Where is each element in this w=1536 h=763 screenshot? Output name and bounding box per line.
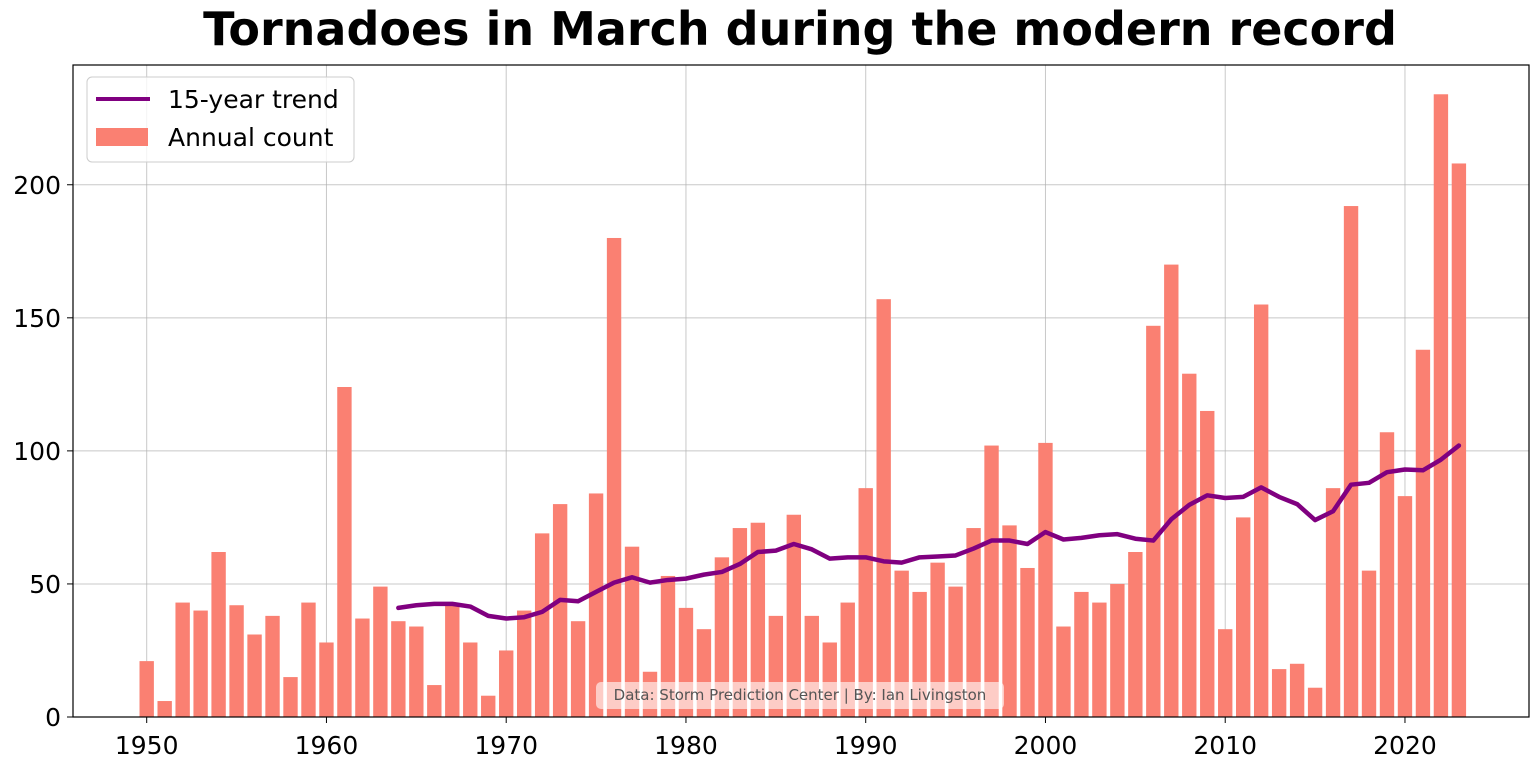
- y-tick-label-200: 200: [13, 171, 61, 200]
- bar-1975: [588, 493, 604, 717]
- y-tick-label-50: 50: [29, 570, 61, 599]
- bar-2016: [1325, 488, 1341, 717]
- bar-1994: [930, 562, 945, 717]
- bar-1997: [984, 445, 999, 717]
- bar-1973: [552, 504, 568, 717]
- bar-1957: [265, 615, 280, 717]
- bar-2014: [1289, 663, 1305, 717]
- bar-1962: [355, 618, 370, 717]
- bar-1954: [211, 552, 226, 717]
- x-tick-label-2020: 2020: [1373, 731, 1437, 760]
- bar-1952: [175, 602, 190, 717]
- bar-1966: [427, 685, 442, 717]
- bar-series: [139, 94, 1467, 718]
- bar-2020: [1397, 496, 1413, 717]
- bar-1977: [624, 546, 640, 717]
- bar-1990: [858, 488, 873, 717]
- bar-2002: [1074, 591, 1089, 717]
- bar-1965: [409, 626, 424, 717]
- bar-2003: [1092, 602, 1107, 717]
- bar-1979: [660, 575, 676, 717]
- bar-2022: [1433, 94, 1449, 718]
- legend-label-trend: 15-year trend: [168, 85, 339, 114]
- legend: 15-year trend Annual count: [86, 76, 355, 163]
- bar-1955: [229, 605, 244, 717]
- bar-1951: [157, 701, 172, 717]
- bar-2006: [1146, 325, 1161, 717]
- bar-1976: [606, 237, 622, 717]
- legend-box: [86, 76, 355, 163]
- bar-2005: [1128, 552, 1143, 717]
- bar-1982: [714, 557, 730, 717]
- bar-1986: [786, 514, 801, 717]
- x-tick-label-1950: 1950: [115, 731, 179, 760]
- y-axis-ticks: 0 50 100 150 200: [13, 171, 73, 732]
- bar-2012: [1253, 304, 1269, 717]
- y-tick-label-100: 100: [13, 437, 61, 466]
- bar-2008: [1182, 373, 1197, 717]
- bar-1963: [373, 586, 388, 717]
- trend-line: [396, 443, 1462, 621]
- bar-1983: [732, 528, 748, 717]
- y-tick-label-150: 150: [13, 304, 61, 333]
- legend-label-annual: Annual count: [168, 123, 334, 152]
- x-tick-label-1960: 1960: [295, 731, 359, 760]
- bar-1970: [499, 650, 514, 717]
- bar-2011: [1236, 517, 1251, 717]
- bar-1956: [247, 634, 262, 717]
- x-tick-label-2000: 2000: [1014, 731, 1078, 760]
- credit-background: [596, 682, 1004, 709]
- x-tick-label-1980: 1980: [654, 731, 718, 760]
- bar-1998: [1002, 525, 1017, 717]
- bar-2001: [1056, 626, 1071, 717]
- x-tick-label-1990: 1990: [834, 731, 898, 760]
- bar-1958: [283, 677, 298, 717]
- bar-2010: [1218, 629, 1233, 717]
- bar-1959: [301, 602, 316, 717]
- x-tick-label-1970: 1970: [474, 731, 538, 760]
- bar-2007: [1164, 264, 1179, 717]
- bar-1974: [570, 621, 586, 717]
- bar-2021: [1415, 349, 1431, 717]
- x-tick-label-2010: 2010: [1193, 731, 1257, 760]
- bar-1961: [337, 387, 352, 717]
- bar-1972: [534, 533, 550, 717]
- bar-2017: [1343, 206, 1359, 717]
- bar-2015: [1307, 687, 1323, 717]
- chart-title: Tornadoes in March during the modern rec…: [203, 2, 1397, 56]
- bar-1950: [139, 661, 154, 717]
- y-tick-label-0: 0: [45, 703, 61, 732]
- bar-2018: [1361, 570, 1377, 717]
- bar-2023: [1451, 163, 1467, 717]
- bar-2013: [1271, 669, 1287, 717]
- legend-swatch-annual: [96, 128, 148, 146]
- bar-1971: [516, 610, 532, 717]
- bar-1968: [463, 642, 478, 717]
- bar-2004: [1110, 583, 1125, 717]
- bar-1999: [1020, 567, 1035, 717]
- bar-1967: [445, 605, 460, 717]
- bar-1960: [319, 642, 334, 717]
- credit-text: Data: Storm Prediction Center | By: Ian …: [614, 686, 987, 704]
- bar-1964: [391, 621, 406, 717]
- bar-1996: [966, 528, 981, 717]
- x-axis-ticks: 1950 1960 1970 1980 1990 2000 2010 2020: [115, 717, 1437, 760]
- bar-2019: [1379, 432, 1395, 717]
- bar-1953: [193, 610, 208, 717]
- bar-2009: [1200, 410, 1215, 717]
- trend-series: [396, 443, 1462, 621]
- plot-frame: [72, 64, 1530, 718]
- bar-1991: [876, 299, 891, 717]
- bar-2000: [1038, 442, 1053, 717]
- bar-1984: [750, 522, 766, 717]
- bar-1969: [481, 695, 496, 717]
- bar-1992: [894, 570, 909, 717]
- credit-box: Data: Storm Prediction Center | By: Ian …: [596, 682, 1004, 709]
